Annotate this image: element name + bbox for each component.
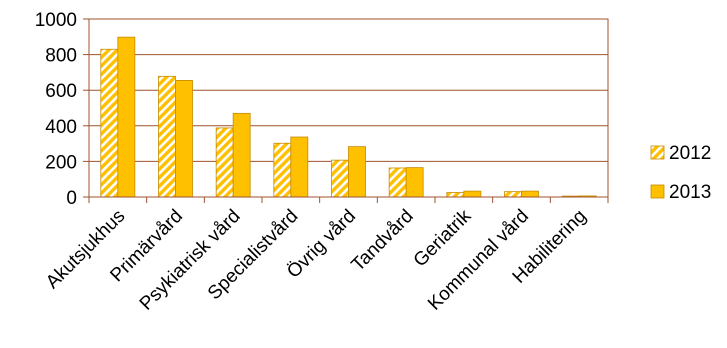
category-label: Kommunal vård	[424, 206, 533, 315]
y-tick-label: 600	[45, 81, 77, 102]
bar-2012-0	[100, 48, 119, 198]
y-tick-label: 1000	[35, 10, 77, 31]
bar-2013-3	[290, 136, 309, 198]
bar-2013-5	[405, 167, 424, 198]
y-tick-label: 800	[45, 46, 77, 67]
plot-area-border	[88, 18, 609, 198]
bar-2012-6	[446, 192, 465, 198]
bar-2012-3	[273, 142, 292, 198]
category-label: Psykiatrisk vård	[136, 206, 245, 315]
legend-swatch-2012	[650, 145, 665, 160]
bar-2013-6	[463, 190, 482, 198]
bar-2012-2	[215, 127, 234, 198]
bar-2012-7	[504, 191, 522, 198]
bar-2012-1	[158, 75, 176, 198]
y-tick-labels: 0 200 400 600 800 1000	[35, 10, 77, 209]
bar-2013-0	[117, 36, 136, 198]
category-label: Tandvård	[348, 206, 418, 276]
y-tick-label: 0	[66, 188, 77, 209]
bar-2013-1	[175, 80, 193, 198]
bar-2013-4	[348, 146, 366, 198]
legend-swatch-2013	[650, 184, 665, 199]
bar-2013-2	[232, 112, 251, 198]
y-tick-label: 200	[45, 152, 77, 173]
bar-2012-5	[388, 167, 407, 198]
axes	[83, 18, 609, 203]
bars	[100, 36, 597, 198]
y-tick-label: 400	[45, 117, 77, 138]
legend-label-2012: 2012	[669, 143, 711, 164]
bar-2013-7	[521, 190, 539, 198]
legend: 2012 2013	[650, 143, 711, 203]
legend-label-2013: 2013	[669, 182, 711, 203]
bar-2012-4	[331, 159, 349, 198]
